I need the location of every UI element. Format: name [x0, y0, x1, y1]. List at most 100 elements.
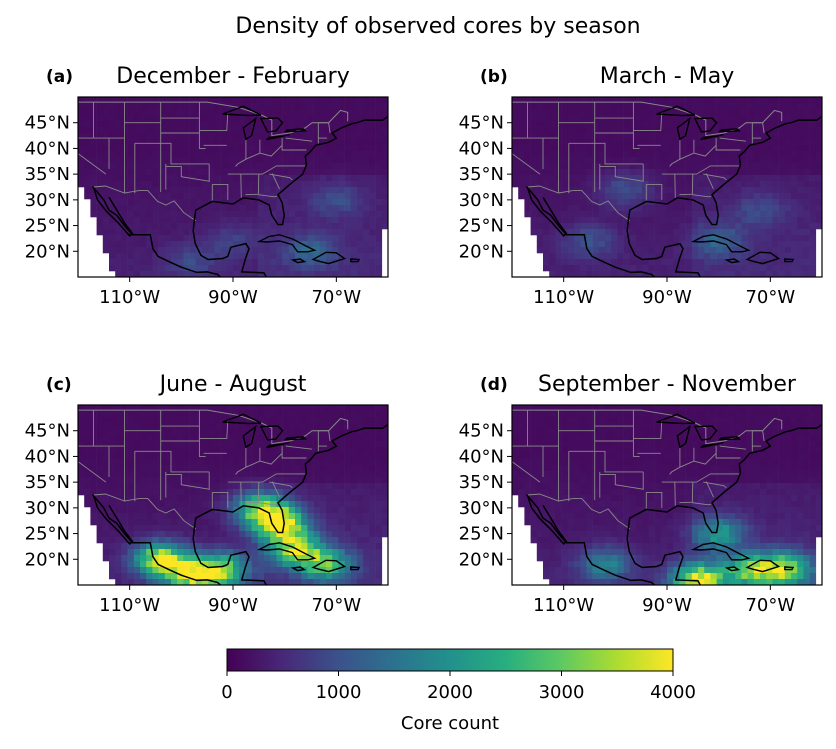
density-cell [375, 103, 383, 110]
density-cell [257, 543, 265, 550]
y-tick-label: 40°N [459, 138, 504, 159]
density-cell [654, 103, 662, 110]
density-cell [109, 211, 116, 218]
density-cell [214, 453, 221, 460]
density-cell [673, 405, 680, 412]
density-cell [648, 235, 655, 242]
density-cell [784, 417, 792, 424]
density-cell [257, 199, 265, 206]
density-cell [561, 169, 569, 176]
density-cell [747, 241, 755, 248]
density-cell [295, 265, 302, 272]
density-cell [598, 235, 606, 242]
density-cell [96, 417, 104, 424]
density-cell [791, 139, 798, 146]
density-cell [301, 543, 308, 550]
density-cell [555, 405, 562, 412]
density-cell [90, 205, 97, 212]
density-cell [257, 579, 265, 585]
density-cell [815, 417, 822, 424]
density-cell [605, 181, 612, 188]
density-cell [642, 121, 649, 128]
density-cell [282, 525, 290, 532]
density-cell [133, 417, 141, 424]
state-border [285, 137, 313, 142]
density-cell [363, 169, 370, 176]
density-cell [797, 109, 804, 116]
density-cell [803, 411, 810, 418]
density-cell [344, 121, 352, 128]
density-cell [270, 555, 277, 562]
density-cell [78, 435, 85, 442]
density-cell [660, 453, 668, 460]
density-cell [189, 531, 197, 538]
density-cell [766, 211, 773, 218]
density-cell [518, 103, 525, 110]
density-cell [549, 175, 556, 182]
density-cell [288, 495, 296, 502]
density-cell [152, 567, 159, 574]
density-cell [344, 259, 352, 266]
density-cell [629, 405, 637, 412]
density-cell [530, 157, 538, 164]
state-border [599, 165, 644, 182]
density-cell [747, 217, 755, 224]
density-cell [295, 501, 302, 508]
density-cell [121, 193, 128, 200]
density-cell [580, 187, 587, 194]
density-cell [288, 411, 296, 418]
density-cell [226, 507, 234, 514]
density-cell [530, 229, 538, 236]
density-cell [307, 531, 314, 538]
density-cell [245, 151, 252, 158]
density-cell [722, 115, 730, 122]
density-cell [357, 579, 364, 585]
density-cell [592, 169, 600, 176]
density-cell [152, 435, 159, 442]
density-cell [208, 241, 215, 248]
density-cell [245, 483, 252, 490]
density-cell [251, 435, 259, 442]
density-cell [350, 205, 358, 212]
density-cell [189, 241, 197, 248]
density-cell [784, 205, 792, 212]
density-cell [245, 489, 252, 496]
panel-title: December - February [116, 64, 350, 89]
density-cell [158, 429, 166, 436]
density-cell [592, 453, 600, 460]
density-cell [202, 561, 209, 568]
density-cell [363, 483, 370, 490]
density-cell [233, 127, 240, 134]
density-cell [208, 567, 215, 574]
density-cell [344, 459, 352, 466]
density-cell [152, 223, 159, 230]
density-cell [307, 549, 314, 556]
y-tick-label: 40°N [25, 138, 70, 159]
density-cell [369, 169, 376, 176]
density-cell [363, 211, 370, 218]
density-cell [766, 109, 773, 116]
density-cell [598, 259, 606, 266]
density-cell [326, 157, 333, 164]
density-cell [369, 489, 376, 496]
y-tick-label: 30°N [25, 190, 70, 211]
density-cell [815, 411, 822, 418]
density-cell [313, 109, 321, 116]
density-cell [115, 133, 122, 140]
state-border [212, 491, 229, 508]
density-cell [301, 501, 308, 508]
density-cell [195, 525, 203, 532]
density-cell [592, 193, 600, 200]
density-cell [171, 477, 178, 484]
density-cell [350, 561, 358, 568]
density-cell [214, 465, 221, 472]
density-cell [326, 501, 333, 508]
density-cell [369, 121, 376, 128]
density-cell [797, 199, 804, 206]
density-cell [660, 223, 668, 230]
density-cell [202, 411, 209, 418]
density-cell [171, 211, 178, 218]
density-cell [685, 199, 693, 206]
density-cell [177, 417, 184, 424]
density-cell [140, 453, 147, 460]
